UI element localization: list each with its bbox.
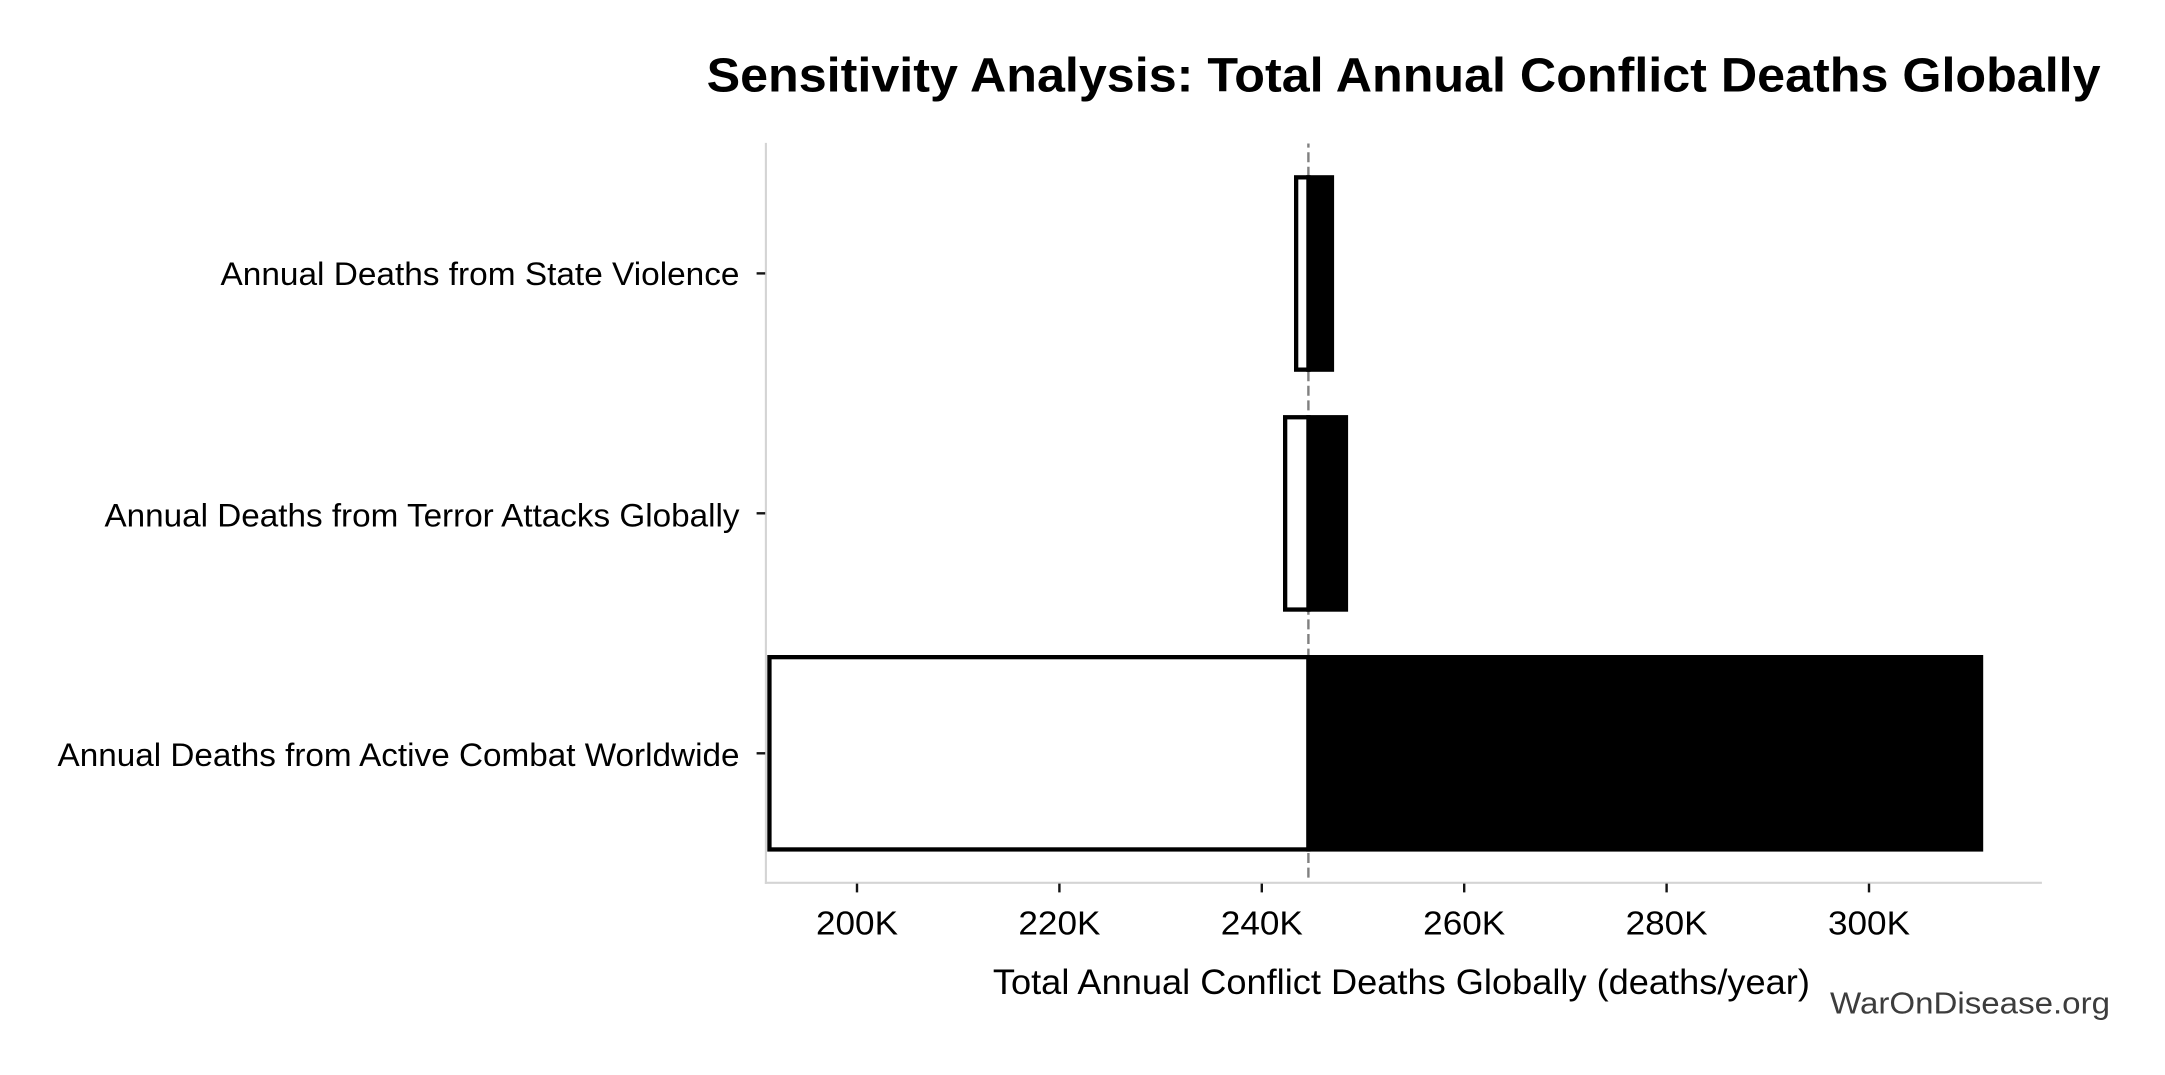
svg-text:200K: 200K — [816, 905, 898, 942]
svg-text:Annual Deaths from State Viole: Annual Deaths from State Violence — [221, 256, 740, 292]
svg-text:260K: 260K — [1423, 905, 1505, 942]
svg-text:Annual Deaths from Terror Atta: Annual Deaths from Terror Attacks Global… — [105, 498, 740, 534]
svg-text:240K: 240K — [1221, 905, 1303, 942]
svg-text:Annual Deaths from Active Comb: Annual Deaths from Active Combat Worldwi… — [58, 737, 740, 773]
svg-text:220K: 220K — [1018, 905, 1100, 942]
svg-text:280K: 280K — [1626, 905, 1708, 942]
svg-text:Total Annual Conflict Deaths G: Total Annual Conflict Deaths Globally (d… — [993, 963, 1810, 1002]
svg-text:Sensitivity Analysis: Total An: Sensitivity Analysis: Total Annual Confl… — [707, 50, 2101, 103]
svg-text:300K: 300K — [1828, 905, 1910, 942]
svg-text:WarOnDisease.org: WarOnDisease.org — [1830, 986, 2110, 1021]
